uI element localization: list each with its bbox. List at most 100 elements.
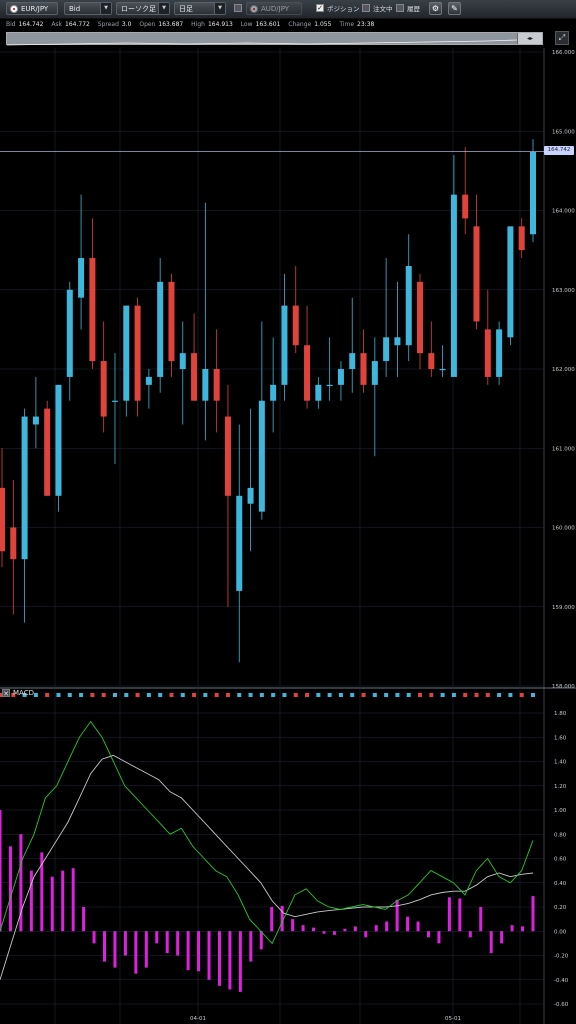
candle-body xyxy=(134,305,141,401)
candle-body xyxy=(213,369,220,401)
chart-type-select[interactable]: ローソク足 ▼ xyxy=(116,2,170,15)
price-tick-label: 158.000 xyxy=(552,684,575,690)
macd-histogram-bar xyxy=(61,870,65,932)
signal-marker xyxy=(293,693,298,697)
compare-checkbox[interactable] xyxy=(234,4,242,12)
macd-histogram-bar xyxy=(500,931,504,944)
signal-marker xyxy=(135,693,140,697)
candle-body xyxy=(168,281,175,362)
close-icon[interactable]: ✕ xyxy=(2,689,10,698)
symbol-select[interactable]: EUR/JPY xyxy=(6,2,58,15)
orders-checkbox[interactable] xyxy=(362,4,370,12)
signal-marker xyxy=(418,693,423,697)
macd-tick-label: 0.80 xyxy=(554,832,567,838)
macd-histogram-bar xyxy=(458,898,462,932)
candle-body xyxy=(507,226,514,338)
expand-icon: ⤢ xyxy=(558,33,566,42)
macd-histogram-bar xyxy=(332,931,336,935)
signal-marker xyxy=(282,693,287,697)
chevron-down-icon: ▼ xyxy=(158,3,169,14)
date-tick-label: 05-01 xyxy=(445,1016,461,1022)
candle-body xyxy=(224,416,231,496)
macd-tick-label: 0.60 xyxy=(554,857,567,863)
macd-histogram-bar xyxy=(165,931,169,954)
signal-marker xyxy=(225,693,230,697)
macd-histogram-bar xyxy=(19,834,23,932)
chart-area[interactable]: 166.000 165.000 164.000 163.000 162.000 161.0… xyxy=(0,48,576,1024)
date-axis: 04-01 05-01 xyxy=(190,1016,461,1022)
compare-symbol-select[interactable]: AUD/JPY xyxy=(246,2,302,15)
price-tick-label: 164.000 xyxy=(552,209,575,215)
candle-body xyxy=(337,369,344,385)
macd-histogram-bar xyxy=(82,907,86,932)
macd-tick-label: 1.40 xyxy=(554,760,567,766)
timeframe-select[interactable]: 日足 ▼ xyxy=(174,2,226,15)
signal-marker xyxy=(372,693,377,697)
history-checkbox[interactable] xyxy=(396,4,404,12)
macd-histogram-bar xyxy=(426,931,430,938)
signal-marker xyxy=(316,693,321,697)
signal-marker xyxy=(33,693,38,697)
open-label: Open xyxy=(139,21,156,28)
macd-tick-label: -0.60 xyxy=(554,1002,569,1008)
signal-markers xyxy=(0,693,535,697)
price-axis: 166.000 165.000 164.000 163.000 162.000 161.0… xyxy=(552,50,575,690)
orders-label: 注文中 xyxy=(373,5,393,13)
drawing-tools-button[interactable]: ✎ xyxy=(448,2,461,15)
macd-tick-label: -0.40 xyxy=(554,978,569,984)
macd-histogram-bar xyxy=(217,931,221,986)
low-label: Low xyxy=(240,21,253,28)
history-label: 履歴 xyxy=(407,5,420,13)
navigator-scroll-handle[interactable]: ◂▸ xyxy=(517,33,542,44)
macd-histogram-bar xyxy=(291,919,295,932)
candle-body xyxy=(21,416,28,560)
pencil-icon: ✎ xyxy=(451,4,458,13)
grid xyxy=(0,48,576,1024)
macd-histogram-bar xyxy=(364,931,368,938)
ask-value: 164.772 xyxy=(65,21,90,28)
macd-histogram-bar xyxy=(510,925,514,932)
candle-body xyxy=(530,151,536,235)
candle-body xyxy=(383,337,390,362)
signal-marker xyxy=(384,693,389,697)
ask-label: Ask xyxy=(51,21,63,28)
macd-histogram-bar xyxy=(489,931,493,954)
indicator-settings-button[interactable]: ⚙ xyxy=(429,2,442,15)
macd-histogram-bar xyxy=(207,931,211,980)
macd-panel xyxy=(0,720,535,992)
macd-histogram-bar xyxy=(479,907,483,932)
macd-histogram-bar xyxy=(468,931,472,938)
candle-body xyxy=(394,337,401,346)
signal-marker xyxy=(180,693,185,697)
date-tick-label: 04-01 xyxy=(190,1016,206,1022)
signal-marker xyxy=(350,693,355,697)
macd-histogram-bar xyxy=(447,897,451,932)
macd-histogram-bar xyxy=(238,931,242,992)
candle-body xyxy=(236,495,243,591)
macd-histogram-bar xyxy=(531,896,535,932)
macd-tick-label: 0.00 xyxy=(554,929,567,935)
macd-histogram-bar xyxy=(186,931,190,971)
macd-histogram-bar xyxy=(416,921,420,932)
range-navigator[interactable]: ◂▸ xyxy=(6,32,543,46)
signal-marker xyxy=(214,693,219,697)
expand-button[interactable]: ⤢ xyxy=(555,31,569,45)
signal-marker xyxy=(169,693,174,697)
macd-histogram-bar xyxy=(123,931,127,956)
signal-marker xyxy=(338,693,343,697)
time-label: Time xyxy=(339,21,355,28)
candle-body xyxy=(55,384,62,496)
high-label: High xyxy=(191,21,205,28)
candle-body xyxy=(157,281,164,377)
price-tick-label: 165.000 xyxy=(552,129,575,135)
macd-histogram-bar xyxy=(40,852,44,932)
high-value: 164.913 xyxy=(207,21,233,28)
macd-histogram-bar xyxy=(259,931,263,950)
signal-marker xyxy=(440,693,445,697)
price-type-select[interactable]: Bid ▼ xyxy=(64,2,112,15)
candle-body xyxy=(66,289,73,377)
signal-marker xyxy=(508,693,513,697)
macd-tick-label: 0.40 xyxy=(554,881,567,887)
macd-histogram-bar xyxy=(395,899,399,932)
position-checkbox[interactable]: ✓ xyxy=(316,4,324,12)
